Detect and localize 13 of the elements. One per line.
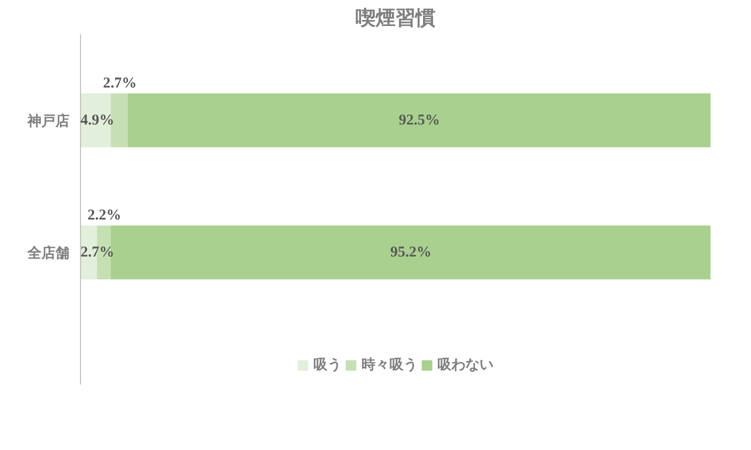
data-label: 95.2% [390, 244, 432, 260]
data-label: 92.5% [398, 112, 440, 128]
data-label: 2.7% [102, 75, 137, 92]
y-tick-label: 神戸店 [26, 112, 70, 128]
y-tick-label: 全店舗 [26, 244, 70, 260]
legend-label: 吸わない [438, 356, 494, 374]
legend-label: 時々吸う [362, 356, 418, 374]
data-label: 4.9% [80, 112, 114, 128]
bar [128, 93, 710, 148]
legend-label: 吸う [314, 356, 342, 374]
data-label: 2.2% [88, 207, 122, 224]
chart-title: 喫煙習慣 [356, 8, 436, 30]
data-label: 2.7% [80, 244, 114, 260]
